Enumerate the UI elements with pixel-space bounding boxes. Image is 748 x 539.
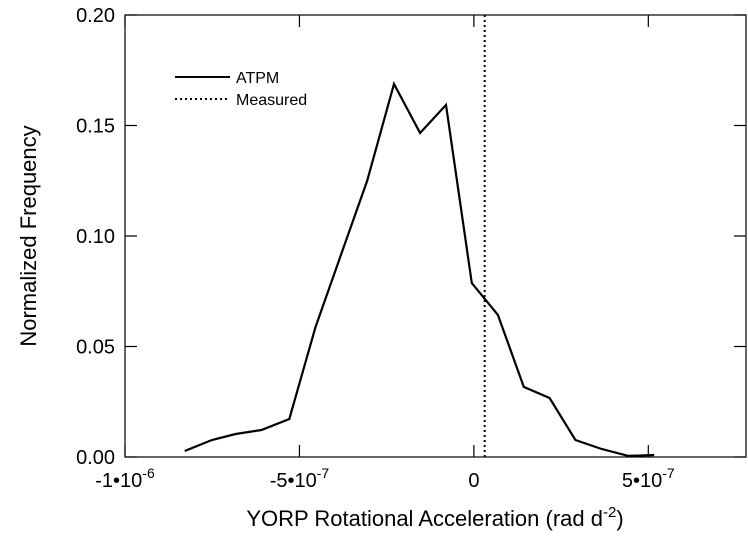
x-tick-label-text: 5•10 [622,470,662,492]
x-tick-label-text: -5•10 [270,470,317,492]
y-tick-label: 0.05 [76,337,115,359]
x-tick-label-superscript: -7 [317,465,330,481]
x-tick-label: -5•10-7 [270,465,330,492]
x-axis-label-superscript: -2 [603,504,616,521]
x-axis-label: YORP Rotational Acceleration (rad d-2) [246,504,623,531]
legend-label: ATPM [236,70,279,87]
x-axis-label-suffix: ) [616,506,623,531]
x-tick-label-superscript: -7 [662,465,675,481]
x-axis-label-text: YORP Rotational Acceleration (rad d [246,506,603,531]
x-tick-label-superscript: -6 [142,465,155,481]
y-tick-label: 0.00 [76,447,115,469]
plot-frame [124,14,747,458]
y-tick-label: 0.10 [76,226,115,248]
x-tick-label-text: 0 [468,470,479,492]
x-tick-label: 0 [468,470,479,492]
y-tick-label: 0.15 [76,116,115,138]
y-axis-label: Normalized Frequency [16,125,41,346]
x-tick-label-text: -1•10 [95,470,142,492]
legend-label: Measured [236,92,307,109]
x-tick-label: 5•10-7 [622,465,675,492]
x-tick-label: -1•10-6 [95,465,155,492]
y-tick-label: 0.20 [76,5,115,27]
data-line [184,81,655,458]
